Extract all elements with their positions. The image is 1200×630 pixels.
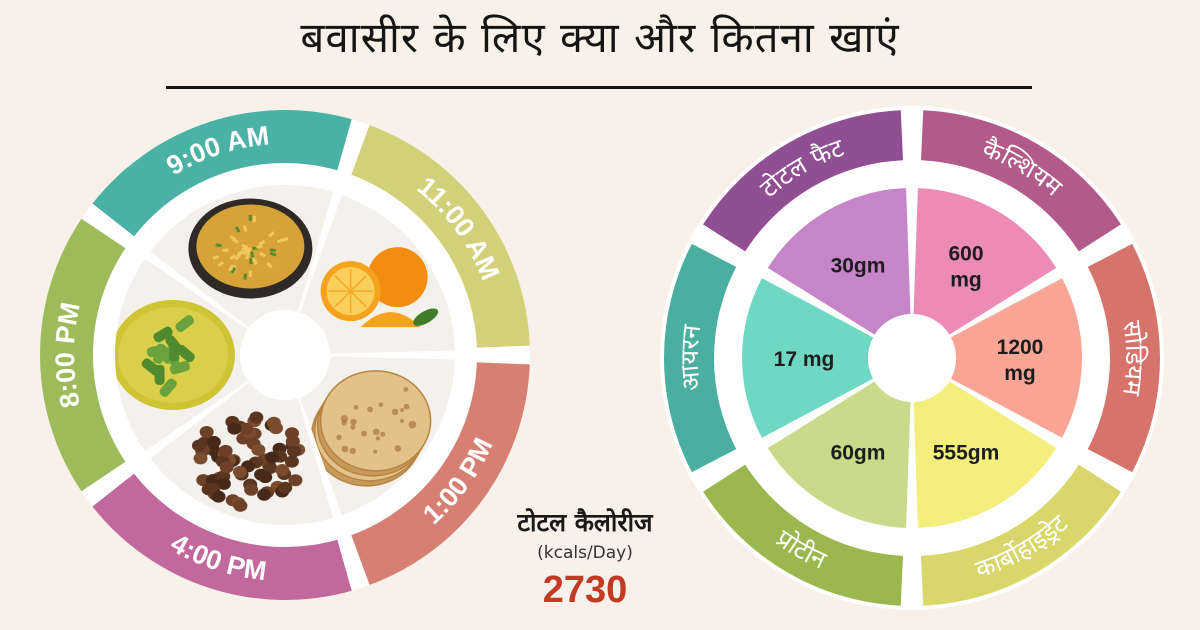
total-calories-unit: (kcals/Day) [470,543,700,563]
nutrient-4-value: 60gm [831,442,886,465]
nutrient-wheel-hub [868,314,956,402]
nutrient-0-value: 30gm [831,254,886,277]
nutrient-5-name: आयरन [675,322,707,392]
nutrient-2-name: सोडियम [1117,319,1149,398]
total-calories-label: टोटल कैलोरीज [470,505,700,539]
total-calories-value: 2730 [470,569,700,612]
nutrient-5-value: 17 mg [774,348,835,371]
nutrient-3-value: 555gm [933,442,1000,465]
meal-wheel-hub [240,310,330,400]
total-calories-block: टोटल कैलोरीज (kcals/Day) 2730 [470,505,700,612]
meal-schedule-wheel: 9:00 AM11:00 AM1:00 PM4:00 PM8:00 PM [40,110,530,600]
nutrient-wheel: टोटल फैट30gmकैल्शियम600 mgसोडियम1200 mgकार… [660,106,1164,610]
